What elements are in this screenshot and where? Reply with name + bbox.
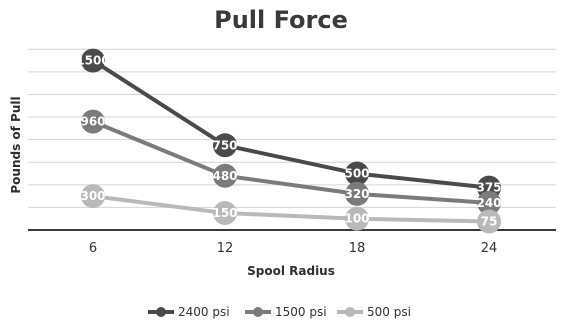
data-label: 500	[344, 167, 369, 181]
series-2400-psi: 1500 750 500 375	[76, 48, 502, 200]
series-lines: 1500 750 500 375 960 480 320 240 300 150 100 75	[76, 48, 502, 234]
data-label: 480	[212, 169, 237, 183]
data-label: 75	[481, 215, 498, 229]
series-1500-psi: 960 480 320 240	[80, 109, 502, 215]
series-line	[92, 194, 490, 224]
data-point	[81, 184, 105, 209]
series-500-psi: 300 150 100 75	[80, 184, 501, 234]
x-tick-label: 18	[349, 241, 366, 256]
data-point	[345, 206, 369, 231]
data-label: 240	[476, 196, 501, 210]
x-tick-label: 12	[217, 241, 234, 256]
x-tick-label: 24	[481, 241, 498, 256]
data-point	[213, 163, 237, 188]
data-point	[477, 209, 501, 234]
series-line	[92, 119, 490, 205]
legend-label: 2400 psi	[178, 305, 230, 319]
legend-swatch-marker	[253, 307, 263, 317]
data-label: 960	[80, 115, 105, 129]
legend: 2400 psi 1500 psi 500 psi	[148, 305, 411, 319]
data-point	[213, 201, 237, 226]
data-label: 300	[80, 189, 105, 203]
x-axis-title: Spool Radius	[247, 264, 335, 278]
data-label: 375	[476, 181, 501, 195]
gridlines	[28, 48, 556, 208]
data-label: 750	[212, 138, 237, 152]
data-point	[213, 133, 237, 158]
data-label: 150	[212, 206, 237, 220]
data-label: 320	[344, 187, 369, 201]
x-tick-labels: 6 12 18 24	[89, 241, 497, 256]
x-tick-label: 6	[89, 241, 97, 256]
legend-label: 500 psi	[367, 305, 411, 319]
data-point	[477, 190, 501, 215]
data-label: 100	[344, 212, 369, 226]
data-point	[345, 161, 369, 186]
legend-swatch-marker	[345, 307, 355, 317]
data-point	[345, 181, 369, 206]
y-axis-title: Pounds of Pull	[9, 96, 23, 193]
data-point	[81, 48, 105, 73]
series-line	[91, 58, 490, 190]
legend-swatch-marker	[156, 307, 166, 317]
chart-title: Pull Force	[214, 6, 348, 34]
data-point	[81, 109, 105, 134]
data-label: 1500	[76, 54, 109, 68]
legend-label: 1500 psi	[275, 305, 327, 319]
